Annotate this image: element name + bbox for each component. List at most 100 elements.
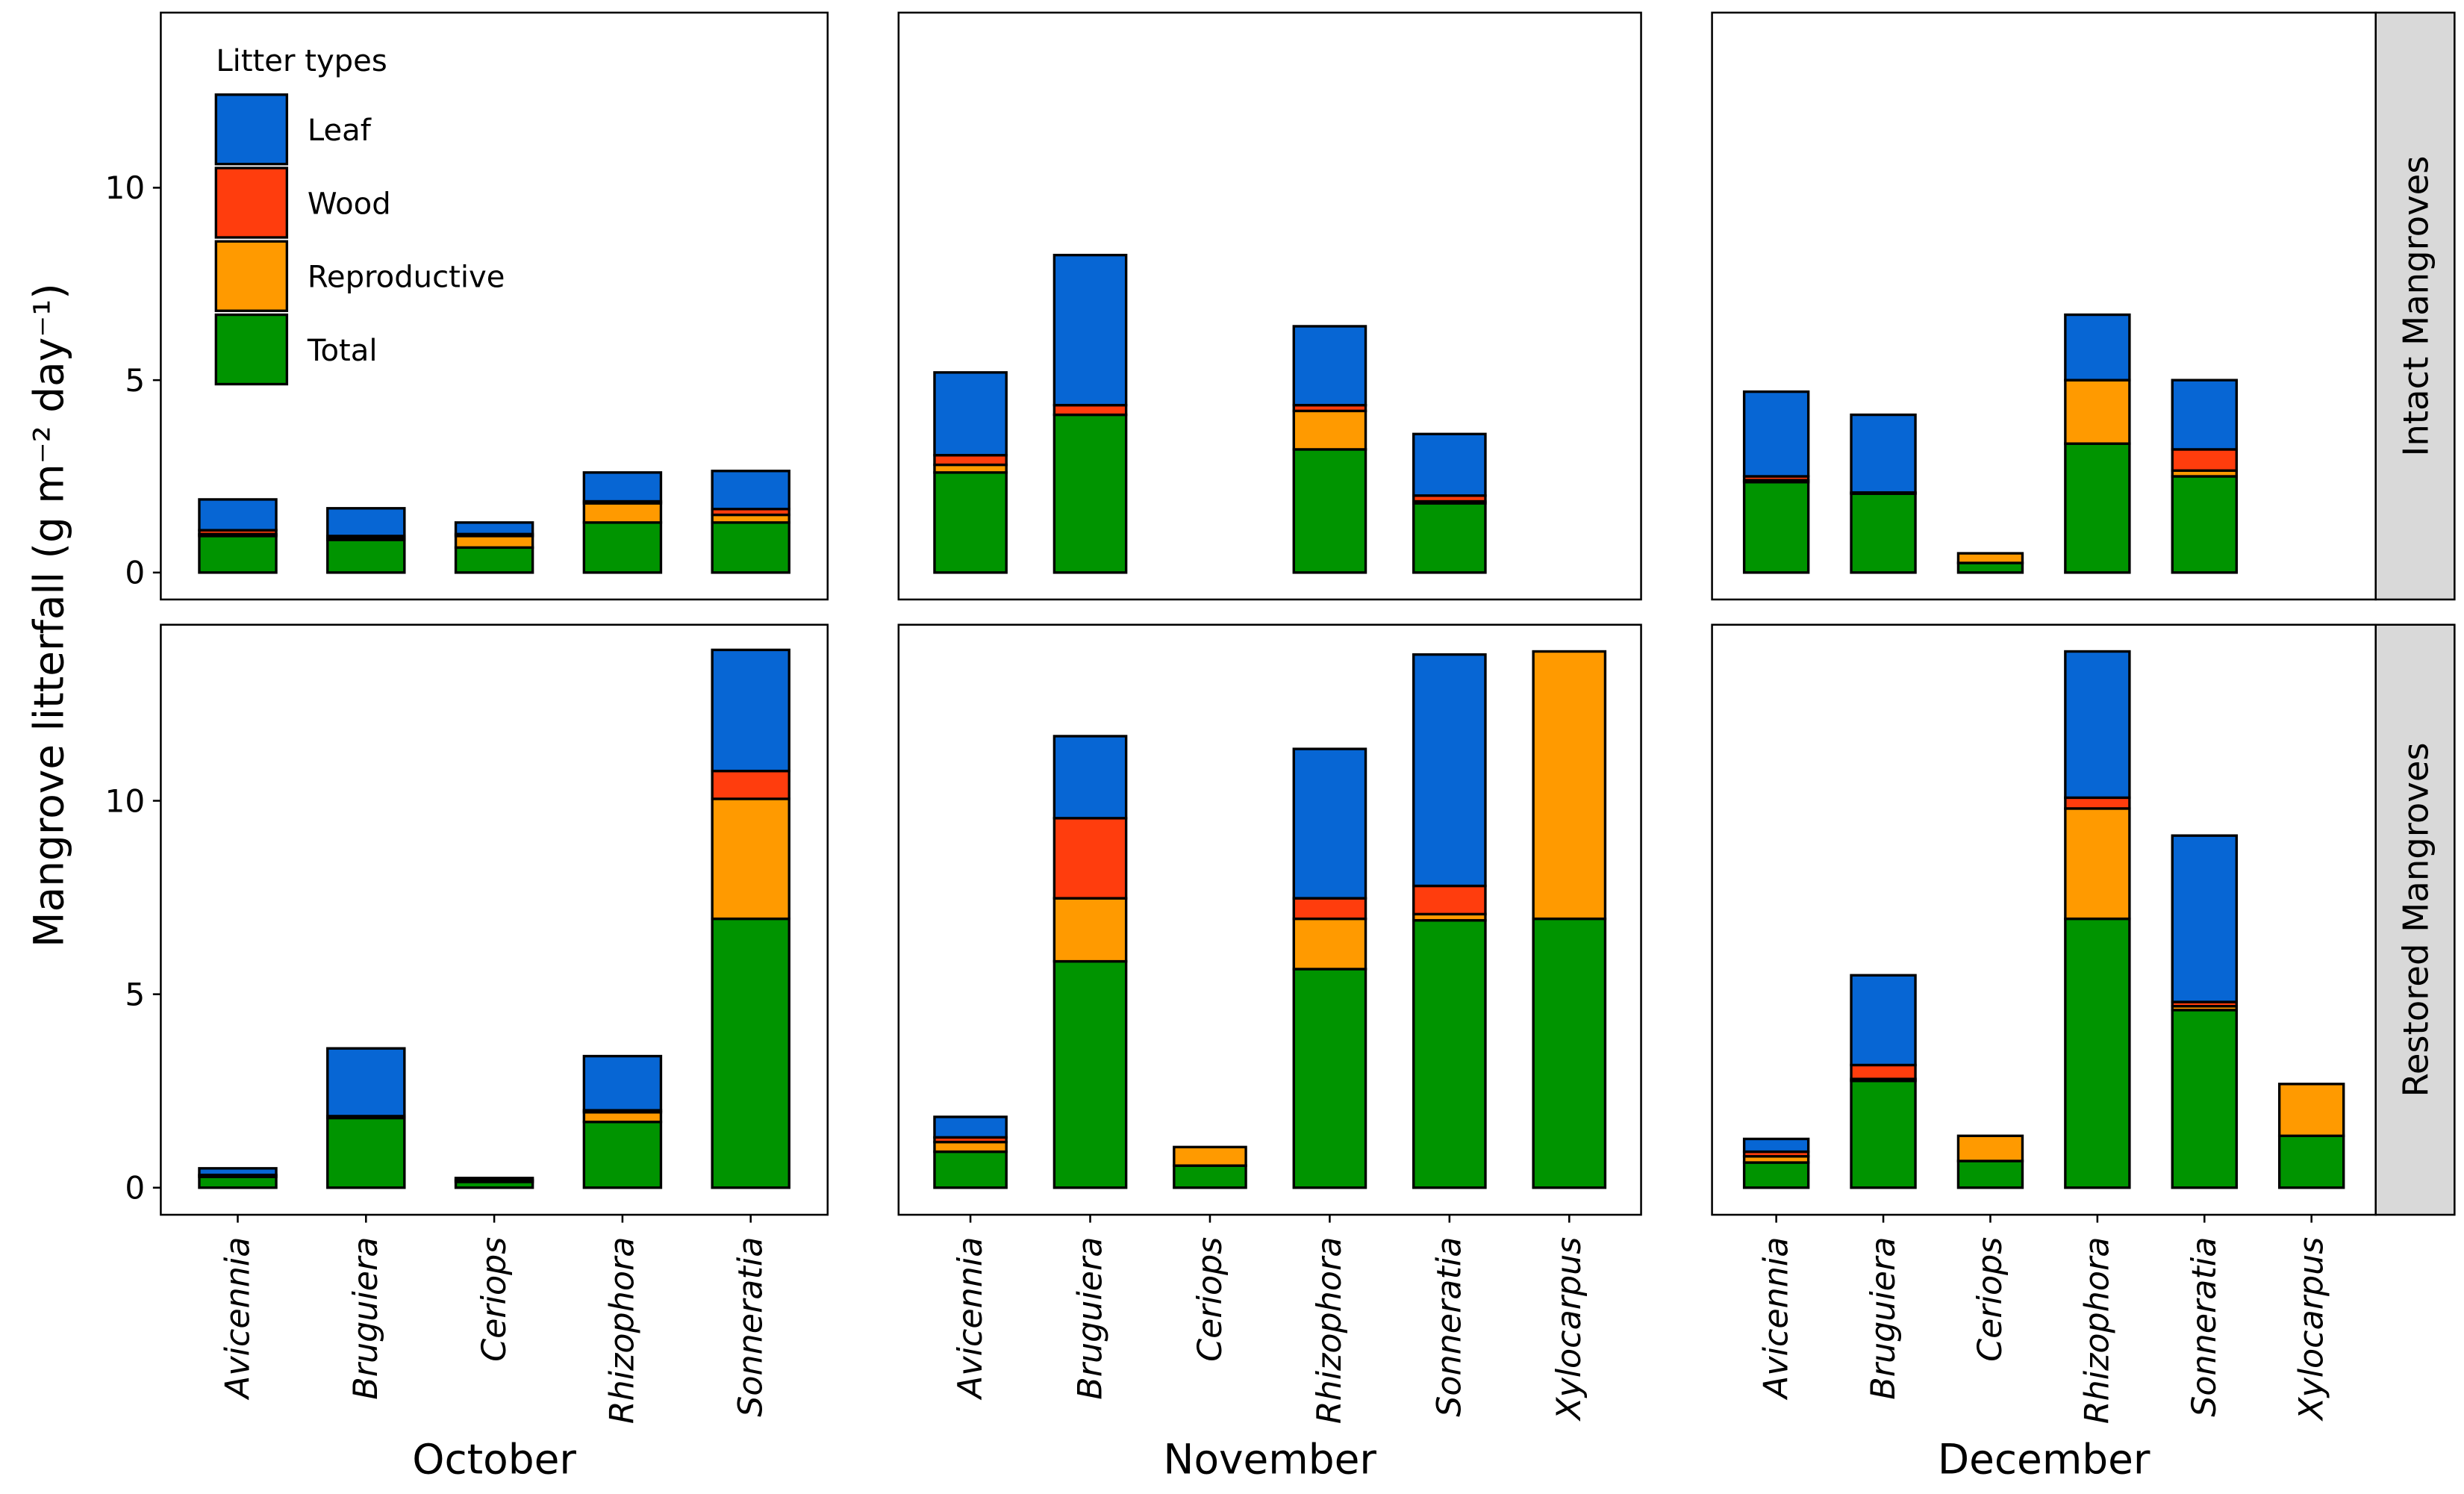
bar-segment (1052, 253, 1128, 407)
legend-label: Leaf (308, 113, 372, 148)
panel-border (1711, 623, 2377, 1216)
x-tick-label: Sonneratia (2186, 1237, 2224, 1417)
bar-segment (1850, 413, 1917, 494)
bar-segment (2064, 650, 2131, 800)
bar-segment (711, 769, 790, 800)
y-tick-label: 5 (125, 362, 145, 399)
x-tick-label: Ceriops (1191, 1237, 1229, 1362)
bar-segment (326, 1116, 406, 1189)
y-tick-label: 10 (105, 782, 146, 819)
x-tick-label: Bruguiera (1071, 1237, 1109, 1400)
bar-segment (1956, 1160, 2024, 1189)
bar-segment (454, 546, 534, 574)
y-tick-label: 5 (125, 976, 145, 1012)
bar-segment (1052, 959, 1128, 1189)
bar-segment (1292, 917, 1367, 971)
facet-strip (2374, 623, 2456, 1216)
legend-key (214, 93, 289, 166)
bar-segment (1850, 1063, 1917, 1080)
bar-segment (1532, 917, 1607, 1189)
bar-segment (2171, 448, 2238, 472)
bar-segment (2064, 917, 2131, 1189)
x-tick-label: Sonneratia (1431, 1237, 1469, 1417)
bar-segment (2277, 1134, 2345, 1189)
bar-segment (2277, 1083, 2345, 1137)
bar-segment (582, 1120, 663, 1189)
facet-strip (2374, 11, 2456, 601)
bar-segment (2064, 807, 2131, 921)
bar-segment (1292, 325, 1367, 407)
bar-segment (1052, 403, 1128, 417)
legend-label: Wood (308, 187, 391, 221)
bar-segment (454, 521, 534, 536)
bar-segment (933, 1140, 1008, 1154)
x-tick-label: Bruguiera (347, 1237, 385, 1400)
bar-segment (933, 453, 1008, 467)
bar-segment (1052, 413, 1128, 574)
bar-segment (454, 1177, 534, 1182)
bar-segment (582, 471, 663, 503)
bar-segment (1052, 897, 1128, 963)
bar-segment (582, 502, 663, 524)
bar-segment (1412, 502, 1487, 574)
y-axis-label: Mangrove litterfall (g m⁻² day⁻¹) (25, 283, 72, 947)
bar-segment (326, 507, 406, 538)
bar-segment (1173, 1164, 1247, 1189)
bar-segment (2171, 1009, 2238, 1189)
bar-segment (711, 917, 790, 1189)
bar-segment (933, 471, 1008, 574)
bar-segment (2064, 442, 2131, 574)
bar-segment (711, 521, 790, 574)
bar-segment (1052, 735, 1128, 820)
x-tick-label: Ceriops (1971, 1237, 2009, 1362)
bar-segment (1412, 884, 1487, 916)
bar-segment (198, 1167, 278, 1177)
bar-segment (1052, 817, 1128, 900)
panel-border (1711, 11, 2377, 601)
bar-segment (1532, 650, 1607, 921)
bar-segment (2171, 379, 2238, 451)
bar-segment (933, 371, 1008, 457)
x-axis-label: November (1163, 1436, 1376, 1484)
bar-segment (1742, 1137, 1810, 1154)
bar-segment (198, 498, 278, 532)
x-axis-label: December (1938, 1436, 2150, 1484)
legend-label: Total (307, 334, 378, 368)
y-tick-label: 10 (105, 169, 146, 206)
bar-segment (1956, 561, 2024, 574)
legend-key (214, 313, 289, 386)
bar-segment (582, 1110, 663, 1124)
x-tick-label: Avicennia (1757, 1237, 1795, 1401)
bar-segment (1412, 918, 1487, 1189)
bar-segment (1742, 390, 1810, 478)
bar-segment (1742, 1161, 1810, 1189)
bar-segment (1173, 1145, 1247, 1167)
bar-segment (1850, 492, 1917, 574)
bar-segment (582, 521, 663, 574)
x-tick-label: Xylocarpus (2292, 1237, 2330, 1422)
bar-segment (1742, 481, 1810, 574)
x-tick-label: Avicennia (952, 1237, 990, 1401)
bar-segment (1412, 432, 1487, 497)
facet-label: Intact Mangroves (2395, 156, 2436, 457)
bar-segment (711, 470, 790, 511)
bar-segment (454, 535, 534, 550)
bar-segment (1292, 897, 1367, 921)
bar-segment (1956, 552, 2024, 564)
legend-key (214, 240, 289, 312)
panel-border (897, 623, 1642, 1216)
bar-segment (326, 538, 406, 574)
x-tick-label: Rhizophora (604, 1237, 642, 1425)
bar-segment (582, 1054, 663, 1112)
bar-segment (933, 1115, 1008, 1139)
bar-segment (2064, 313, 2131, 382)
x-tick-label: Rhizophora (2079, 1237, 2117, 1425)
bar-segment (2171, 834, 2238, 1003)
x-axis-label: October (412, 1436, 576, 1484)
y-tick-label: 0 (125, 555, 145, 591)
bar-segment (198, 1175, 278, 1189)
x-tick-label: Bruguiera (1865, 1237, 1903, 1400)
legend-label: Reproductive (308, 261, 505, 295)
